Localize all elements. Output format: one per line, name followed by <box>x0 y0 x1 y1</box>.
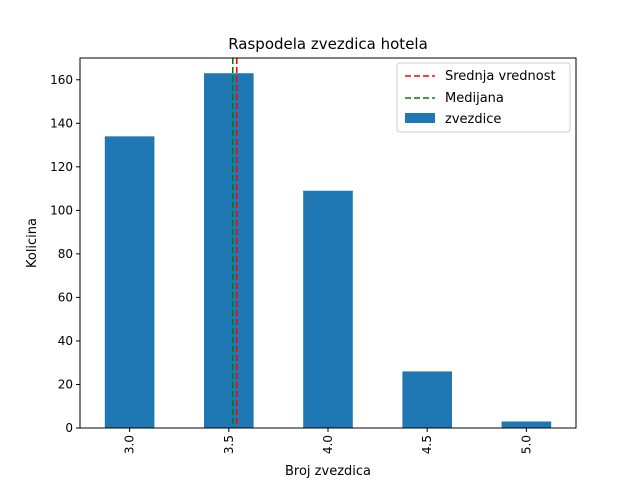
bar-4.5 <box>402 371 452 428</box>
bar-5.0 <box>501 421 552 428</box>
reference-lines-layer <box>231 58 238 428</box>
y-tick-label: 140 <box>50 116 73 130</box>
y-tick-label: 20 <box>58 377 73 391</box>
legend-frame <box>396 62 571 133</box>
legend-label-median: Medijana <box>445 91 504 106</box>
y-tick-label: 60 <box>58 290 73 304</box>
y-tick-label: 0 <box>65 421 73 435</box>
legend-label-mean: Srednja vrednost <box>445 69 556 84</box>
chart-title: Raspodela zvezdica hotela <box>228 35 428 53</box>
legend-label-bars: zvezdice <box>445 112 501 127</box>
y-tick-label: 100 <box>50 203 73 217</box>
x-tick-label: 3.0 <box>123 435 137 454</box>
y-tick-label: 80 <box>58 247 73 261</box>
y-axis-label: Kolicina <box>25 218 40 268</box>
x-axis: 3.0 3.5 4.0 4.5 5.0 <box>123 428 533 454</box>
bar-3.0 <box>104 136 155 428</box>
x-axis-label: Broj zvezdica <box>285 464 371 479</box>
x-tick-label: 3.5 <box>222 435 236 454</box>
legend-swatch-bars <box>405 113 435 123</box>
y-tick-label: 40 <box>58 334 73 348</box>
x-tick-label: 4.5 <box>420 435 434 454</box>
bar-4.0 <box>303 190 353 428</box>
legend: Srednja vrednost Medijana zvezdice <box>396 62 571 133</box>
x-tick-label: 5.0 <box>519 435 533 454</box>
x-tick-label: 4.0 <box>321 435 335 454</box>
y-tick-label: 120 <box>50 160 73 174</box>
bars-layer <box>104 73 552 428</box>
bar-3.5 <box>204 73 254 428</box>
y-tick-label: 160 <box>50 73 73 87</box>
y-axis: 0 20 40 60 80 100 120 140 160 <box>50 73 80 435</box>
